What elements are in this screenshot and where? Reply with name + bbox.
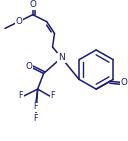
Text: F: F — [33, 114, 38, 123]
Text: N: N — [58, 53, 65, 62]
Text: F: F — [50, 92, 55, 101]
Text: F: F — [33, 102, 38, 111]
Text: O: O — [25, 62, 32, 71]
Text: O: O — [29, 0, 36, 9]
Text: O: O — [120, 78, 127, 87]
Text: O: O — [15, 17, 22, 26]
Text: F: F — [19, 92, 23, 101]
